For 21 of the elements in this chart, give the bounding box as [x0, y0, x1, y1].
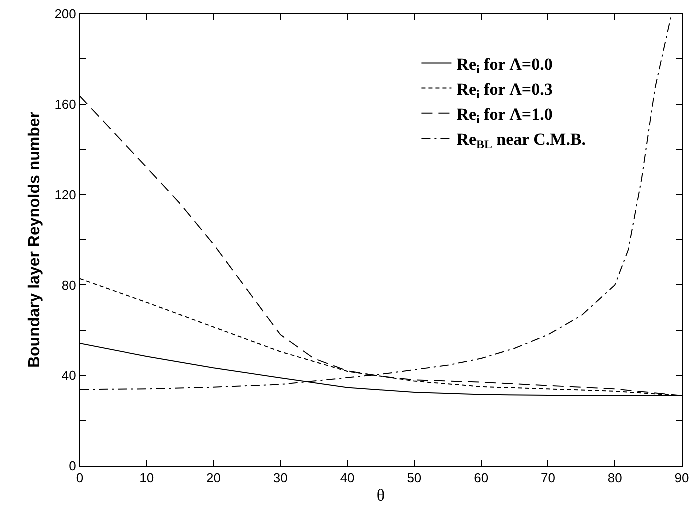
legend-label: Re$_{BL}$ near C.M.B.	[456, 130, 586, 152]
x-tick-label: 80	[608, 470, 622, 486]
x-tick-label: 20	[206, 470, 222, 486]
x-tick-label: 10	[140, 470, 154, 486]
y-tick-label: 160	[54, 96, 76, 112]
y-tick-label: 0	[69, 458, 76, 474]
x-tick-label: 40	[340, 470, 355, 486]
y-tick-label: 40	[62, 368, 76, 384]
x-tick-label: 50	[407, 470, 422, 486]
x-tick-label: 90	[674, 470, 690, 486]
legend-label: Re$_{i}$ for Λ=0.3	[456, 80, 553, 102]
x-axis-title: θ	[376, 486, 386, 505]
x-tick-label: 70	[540, 470, 556, 486]
y-axis-title: Boundary layer Reynolds number	[26, 112, 44, 368]
legend-label: Re$_{i}$ for Λ=0.0	[456, 54, 553, 76]
x-tick-label: 30	[273, 470, 288, 486]
y-tick-label: 80	[62, 278, 76, 293]
y-tick-label: 120	[54, 187, 76, 202]
legend-label: Re$_{i}$ for Λ=1.0	[456, 105, 553, 127]
y-tick-label: 200	[54, 6, 76, 22]
x-tick-label: 60	[474, 470, 489, 486]
